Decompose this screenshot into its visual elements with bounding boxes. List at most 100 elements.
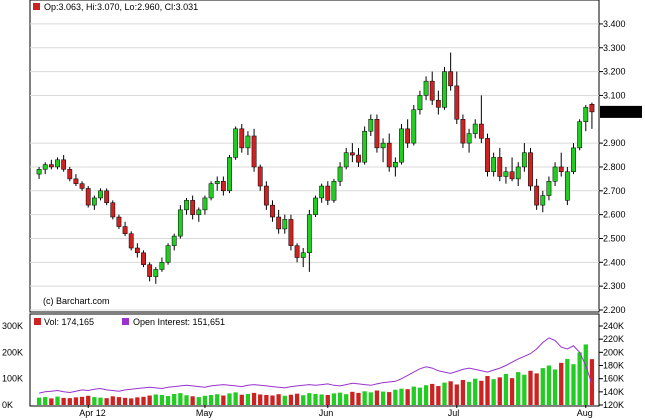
volume-bar (430, 383, 435, 405)
candle (61, 155, 67, 172)
volume-bar (423, 385, 429, 405)
candle (423, 76, 429, 101)
price-tick-label: 3.200 (603, 67, 626, 77)
volume-bar (534, 373, 539, 405)
candle-body (343, 152, 349, 168)
candle-body (546, 181, 552, 196)
volume-bar (98, 397, 103, 405)
candle-body (55, 159, 60, 168)
candle-body (435, 99, 441, 108)
volume-bar (528, 370, 533, 405)
candle-body (319, 185, 325, 199)
volume-bar (454, 384, 459, 405)
candle (497, 147, 503, 182)
candle (349, 143, 355, 163)
candle (454, 71, 460, 125)
candle-body (417, 95, 423, 110)
volume-legend-label: Vol: 174,165 (44, 317, 94, 327)
price-tick-label: 2.300 (603, 281, 626, 291)
candle-body (202, 197, 208, 211)
price-tick-label: 3.400 (603, 19, 626, 29)
candle (343, 147, 349, 170)
candle (491, 152, 497, 177)
candle-body (306, 214, 312, 254)
x-tick-label: Apr 12 (79, 408, 106, 418)
candle-body (239, 128, 245, 149)
candle-body (356, 154, 361, 163)
volume-bar (172, 393, 177, 405)
candle (386, 133, 392, 172)
candle (368, 114, 374, 136)
candle (435, 90, 441, 115)
volume-bar (559, 362, 564, 405)
oi-right-tick-label: 220K (603, 334, 624, 344)
candle (331, 178, 337, 203)
candle (380, 138, 386, 163)
candle (48, 159, 54, 170)
candle (165, 243, 171, 265)
volume-bar (473, 378, 478, 405)
candle (300, 248, 306, 268)
candle-body (245, 135, 251, 149)
volume-bar (479, 380, 484, 405)
volume-bar (393, 389, 398, 405)
candle (257, 164, 263, 191)
volume-bar (509, 378, 515, 405)
candle-body (276, 216, 282, 230)
candle (583, 104, 589, 132)
candle-body (577, 121, 583, 149)
candle-body (294, 245, 300, 258)
price-tick-label: 2.200 (603, 305, 626, 315)
volume-bar (61, 397, 66, 405)
volume-bar (73, 397, 79, 405)
candle-body (411, 109, 417, 144)
volume-bar (571, 364, 576, 405)
volume-bar (577, 352, 582, 405)
watermark: (c) Barchart.com (43, 296, 110, 306)
candle-body (325, 185, 331, 201)
volume-bar (110, 396, 115, 405)
candle (196, 207, 202, 222)
candle (104, 188, 110, 206)
candle (36, 166, 42, 179)
volume-bar (49, 398, 54, 405)
candle (564, 166, 570, 206)
price-tick-label: 2.700 (603, 186, 626, 196)
candle (288, 214, 294, 251)
oi-right-tick-label: 140K (603, 387, 624, 397)
candle-body (165, 245, 171, 263)
candle (55, 157, 60, 170)
candle-body (528, 152, 533, 187)
candle (448, 52, 454, 91)
volume-bar (350, 391, 355, 405)
candle-body (521, 152, 527, 168)
candle-body (564, 171, 570, 201)
candle (571, 143, 576, 175)
candle-body (300, 252, 306, 258)
candle (313, 195, 318, 218)
candle (528, 147, 533, 191)
volume-bar (135, 397, 140, 405)
candle-body (208, 183, 214, 199)
candle-body (386, 142, 392, 168)
candle (233, 126, 239, 160)
candle-body (392, 161, 398, 168)
candle (460, 114, 466, 148)
volume-left-tick-label: 0K (2, 400, 13, 410)
candle-body (460, 119, 466, 144)
candle (485, 133, 490, 177)
volume-bar (307, 393, 312, 405)
candle-body (91, 197, 97, 206)
open-interest-legend-label: Open Interest: 151,651 (133, 317, 225, 327)
price-tick-label: 2.800 (603, 162, 626, 172)
volume-bar (546, 365, 552, 405)
x-tick-label: Jun (319, 408, 334, 418)
candle-body (442, 71, 447, 108)
candle-body (98, 190, 103, 199)
candle (79, 181, 85, 191)
volume-bar (165, 396, 171, 405)
candle (503, 166, 509, 184)
volume-bar (405, 389, 410, 405)
price-tick-label: 3.100 (603, 90, 626, 100)
